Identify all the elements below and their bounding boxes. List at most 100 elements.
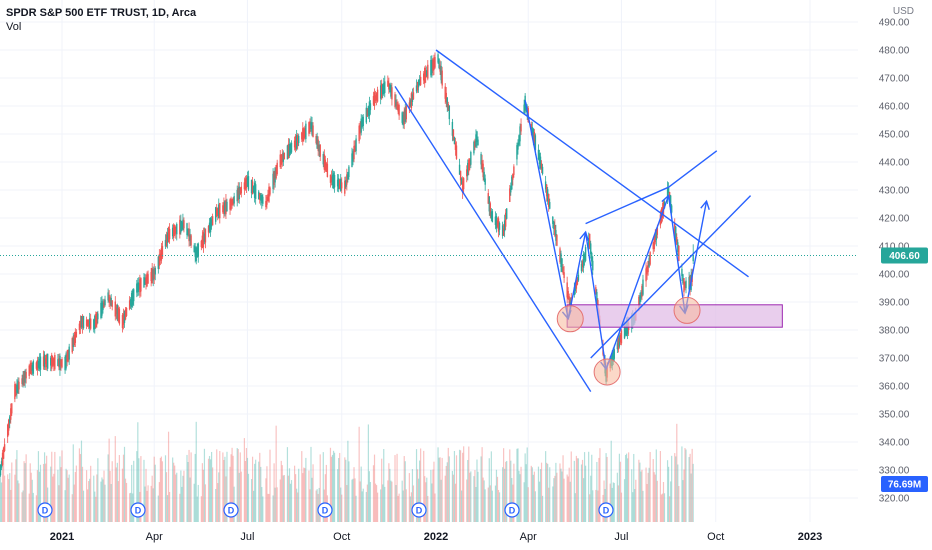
candle-body xyxy=(538,153,541,164)
candle-body xyxy=(130,293,133,307)
volume-bar xyxy=(527,487,529,522)
candle-body xyxy=(259,193,261,200)
candle-body xyxy=(138,283,140,290)
candle-body xyxy=(348,166,350,178)
candle-body xyxy=(74,331,77,343)
volume-bar xyxy=(137,422,139,522)
volume-bar xyxy=(290,480,293,522)
volume-bar xyxy=(346,485,348,522)
y-tick-label: 490.00 xyxy=(879,18,910,29)
volume-bar xyxy=(303,467,305,522)
volume-bar xyxy=(173,462,175,522)
candle-body xyxy=(587,237,590,250)
volume-indicator-label[interactable]: Vol xyxy=(6,21,22,33)
candle-body xyxy=(652,242,654,250)
volume-bar xyxy=(251,456,254,522)
volume-bar xyxy=(517,448,519,522)
symbol-title[interactable]: SPDR S&P 500 ETF TRUST, 1D, Arca xyxy=(6,7,197,19)
last-price-tag: 406.60 xyxy=(881,247,928,264)
dividend-marker: D xyxy=(37,502,53,518)
candle-body xyxy=(133,289,135,302)
candle-body xyxy=(18,381,20,390)
y-tick-label: 320.00 xyxy=(879,494,910,505)
candle-body xyxy=(466,169,468,177)
volume-bar xyxy=(398,493,400,522)
volume-bar xyxy=(239,452,241,522)
candle-body xyxy=(122,313,125,325)
candle-body xyxy=(549,202,551,209)
candle-body xyxy=(204,228,207,243)
volume-bar xyxy=(470,471,472,522)
volume-bar xyxy=(495,469,498,522)
volume-bar xyxy=(72,444,74,522)
dividend-circle xyxy=(598,502,614,518)
volume-bar xyxy=(649,451,651,522)
volume-bar xyxy=(254,463,256,522)
candle-body xyxy=(484,178,486,185)
volume-bar xyxy=(654,474,656,522)
volume-bar xyxy=(660,494,663,522)
volume-bar xyxy=(217,483,219,522)
candle-body xyxy=(182,219,184,231)
volume-bar xyxy=(513,463,515,522)
candle-body xyxy=(45,354,48,368)
volume-bar xyxy=(43,452,46,522)
candle-body xyxy=(154,267,156,275)
dividend-marker: D xyxy=(317,502,333,518)
candle-body xyxy=(15,385,17,396)
volume-bar xyxy=(667,466,670,522)
candle-body xyxy=(530,124,532,130)
candle-body xyxy=(239,188,241,195)
volume-bar xyxy=(475,487,477,522)
volume-bar xyxy=(152,488,154,522)
candle-body xyxy=(110,297,112,306)
volume-bar xyxy=(469,472,471,522)
volume-bar xyxy=(309,489,311,522)
volume-bar xyxy=(685,449,687,522)
volume-bar xyxy=(652,459,654,522)
candle-body xyxy=(152,269,154,281)
volume-bar xyxy=(269,449,271,522)
candle-body xyxy=(310,122,312,129)
volume-bar xyxy=(620,492,623,522)
volume-bar xyxy=(11,462,13,522)
candle-body xyxy=(230,198,232,210)
candle-body xyxy=(398,105,400,116)
volume-bar xyxy=(146,490,148,522)
candle-body xyxy=(616,343,619,350)
candle-body xyxy=(224,201,226,215)
volume-bar xyxy=(240,471,242,522)
volume-bar xyxy=(576,458,579,522)
volume-bar xyxy=(341,494,343,522)
arrow-head xyxy=(661,194,671,205)
highlight-circle xyxy=(673,296,701,324)
volume-bar xyxy=(583,452,586,522)
trendline xyxy=(394,86,592,392)
volume-bar xyxy=(131,464,133,522)
volume-bar xyxy=(100,481,102,522)
volume-bar xyxy=(496,476,499,522)
candle-body xyxy=(10,408,12,420)
volume-bar xyxy=(175,474,177,522)
volume-bar xyxy=(453,450,456,522)
volume-bar xyxy=(231,447,233,522)
volume-bar xyxy=(617,485,619,522)
candle-body xyxy=(171,227,174,237)
candle-body xyxy=(617,337,620,350)
candle-body xyxy=(218,204,220,218)
volume-bar xyxy=(224,456,226,522)
candle-body xyxy=(80,316,83,328)
volume-bar xyxy=(597,490,599,522)
candle-body xyxy=(52,358,54,366)
candle-body xyxy=(165,234,168,247)
volume-bar xyxy=(121,468,124,522)
volume-bar xyxy=(45,463,47,522)
volume-bar xyxy=(623,479,626,522)
volume-bar xyxy=(283,475,285,522)
y-tick-label: 440.00 xyxy=(879,158,910,169)
candle-body xyxy=(203,233,206,242)
candle-body xyxy=(23,370,25,386)
trendline xyxy=(585,186,669,225)
candle-body xyxy=(87,319,90,327)
